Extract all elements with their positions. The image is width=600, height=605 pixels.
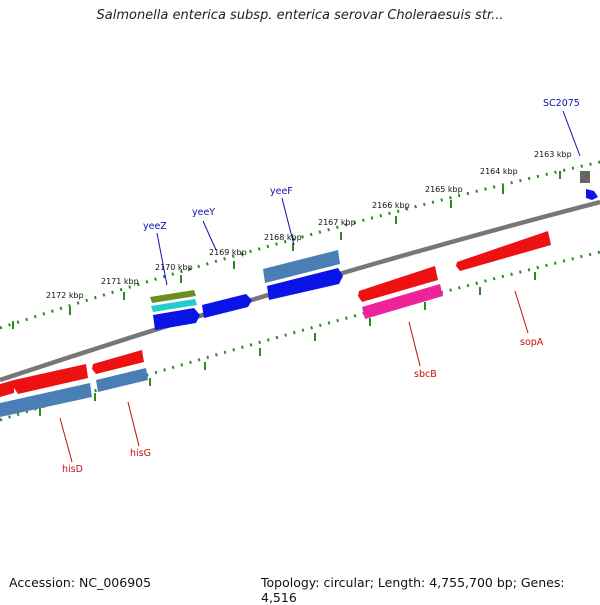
gene-yeeY[interactable] [202,294,252,318]
gene-labels: yeeZ yeeY yeeF SC2075 hisD hisG sbcB sop… [62,98,580,475]
gene-reverse-left-1[interactable] [0,380,14,397]
label-hisD: hisD [62,464,83,475]
gene-forward-1[interactable] [153,308,200,330]
tick-label-2169: 2169 kbp [209,248,247,257]
gene-hisG-red[interactable] [92,350,144,374]
leader-yeeY [202,220,217,251]
leader-yeeF [281,197,295,246]
genome-summary: Topology: circular; Length: 4,755,700 bp… [261,575,565,605]
leader-sopA [514,290,529,334]
gene-reverse-left-2[interactable] [14,364,88,394]
gene-reverse-left-3[interactable] [0,383,92,417]
gene-yeeF-blue[interactable] [267,268,343,300]
gene-sbcB-red[interactable] [358,266,438,302]
tick-label-2172: 2172 kbp [46,291,84,300]
tick-label-2170: 2170 kbp [155,263,193,272]
tick-label-2171: 2171 kbp [101,277,139,286]
leader-hisD [59,417,73,463]
gene-hisG[interactable] [96,368,148,392]
tick-label-2166: 2166 kbp [372,201,410,210]
leader-sbcB [408,321,421,367]
gene-SC2075[interactable] [580,171,590,183]
gene-yeeZ-olive[interactable] [150,290,196,303]
label-yeeF: yeeF [270,186,293,197]
label-yeeY: yeeY [192,207,215,218]
accession-text: Accession: NC_006905 [9,575,152,590]
label-sopA: sopA [520,337,544,348]
tick-label-2167: 2167 kbp [318,218,356,227]
tick-label-2164: 2164 kbp [480,167,518,176]
tick-label-2168: 2168 kbp [264,233,302,242]
gene-sopA[interactable] [456,231,551,271]
tick-label-2163: 2163 kbp [534,150,572,159]
leader-yeeZ [156,232,168,286]
gene-sbcB[interactable] [362,284,443,319]
label-sbcB: sbcB [414,369,437,380]
leader-SC2075 [562,110,581,157]
gene-forward-edge[interactable] [586,189,598,200]
label-hisG: hisG [130,448,151,459]
scale-ticks-bottom [39,272,536,416]
gene-yeeZ-cyan[interactable] [151,299,197,312]
leader-hisG [127,401,140,447]
scale-ticks-top [12,171,561,329]
tick-label-2165: 2165 kbp [425,185,463,194]
scale-labels-top: 2172 kbp 2171 kbp 2170 kbp 2169 kbp 2168… [46,150,572,300]
gene-yeeF[interactable] [263,250,340,283]
map-title: Salmonella enterica subsp. enterica sero… [96,8,504,23]
label-yeeZ: yeeZ [143,221,167,232]
label-SC2075: SC2075 [543,98,580,109]
